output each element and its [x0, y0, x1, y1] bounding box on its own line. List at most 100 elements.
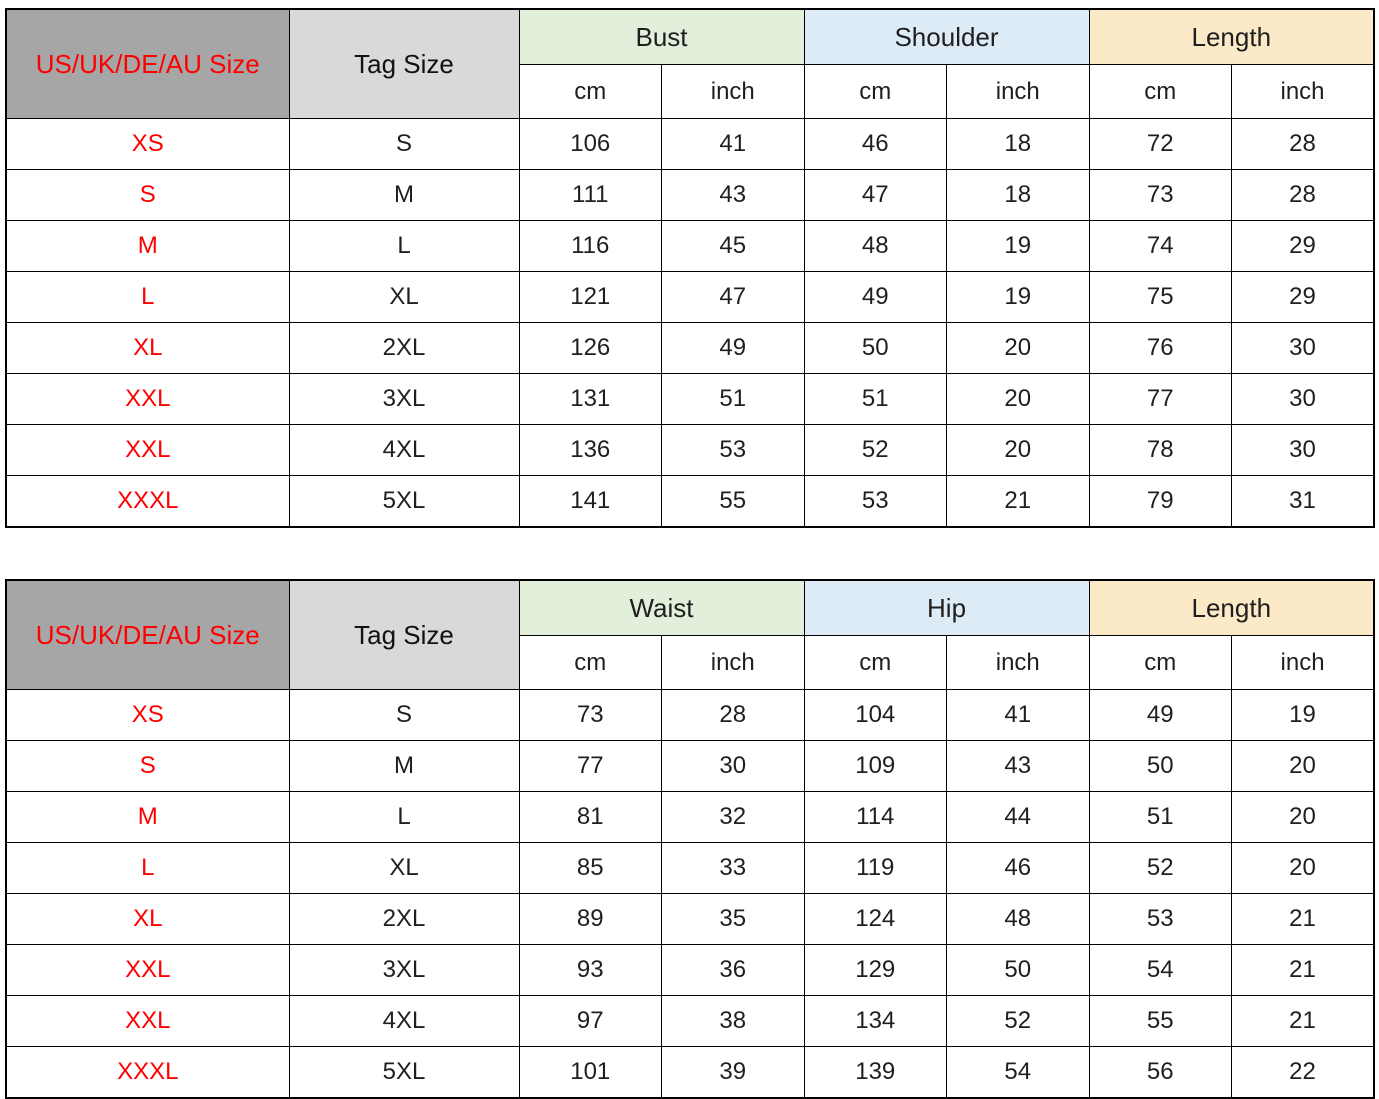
value-cell: 39: [661, 1046, 805, 1099]
size-cell: XXXL: [5, 1046, 290, 1099]
group-header-bust: Bust: [518, 8, 805, 65]
size-cell: XXL: [5, 373, 290, 425]
value-cell: 47: [661, 271, 805, 323]
value-cell: 20: [946, 424, 1090, 476]
value-cell: 136: [518, 424, 662, 476]
value-cell: 54: [1088, 944, 1233, 996]
value-cell: 76: [1088, 322, 1233, 374]
value-cell: 22: [1231, 1046, 1375, 1099]
tag-cell: 2XL: [288, 322, 520, 374]
value-cell: 18: [946, 118, 1090, 170]
table-row: XXL 4XL 97 38 134 52 55 21: [5, 995, 1375, 1047]
tag-cell: 3XL: [288, 373, 520, 425]
group-header-length: Length: [1088, 579, 1375, 636]
value-cell: 114: [803, 791, 948, 843]
size-cell: M: [5, 220, 290, 272]
value-cell: 20: [1231, 791, 1375, 843]
value-cell: 129: [803, 944, 948, 996]
size-cell: XS: [5, 689, 290, 741]
value-cell: 19: [1231, 689, 1375, 741]
value-cell: 51: [803, 373, 947, 425]
unit-header-inch: inch: [946, 64, 1090, 119]
value-cell: 79: [1088, 475, 1233, 528]
value-cell: 29: [1231, 271, 1375, 323]
value-cell: 72: [1088, 118, 1233, 170]
value-cell: 52: [946, 995, 1090, 1047]
value-cell: 30: [1231, 322, 1375, 374]
value-cell: 77: [518, 740, 662, 792]
value-cell: 20: [1231, 740, 1375, 792]
value-cell: 20: [1231, 842, 1375, 894]
tag-size-header: Tag Size: [288, 8, 520, 119]
value-cell: 93: [518, 944, 662, 996]
table-row: XXL 4XL 136 53 52 20 78 30: [5, 424, 1375, 476]
value-cell: 126: [518, 322, 662, 374]
unit-header-cm: cm: [1088, 635, 1233, 690]
size-cell: XXL: [5, 944, 290, 996]
size-cell: XXL: [5, 424, 290, 476]
tag-cell: 2XL: [288, 893, 520, 945]
table-row: M L 81 32 114 44 51 20: [5, 791, 1375, 843]
tag-cell: L: [288, 791, 520, 843]
unit-header-inch: inch: [1231, 635, 1375, 690]
unit-header-cm: cm: [803, 64, 947, 119]
tag-cell: 4XL: [288, 995, 520, 1047]
value-cell: 21: [1231, 893, 1375, 945]
value-cell: 30: [661, 740, 805, 792]
value-cell: 19: [946, 220, 1090, 272]
table-row: XS S 106 41 46 18 72 28: [5, 118, 1375, 170]
tag-cell: 3XL: [288, 944, 520, 996]
table-row: XXXL 5XL 101 39 139 54 56 22: [5, 1046, 1375, 1099]
value-cell: 28: [1231, 169, 1375, 221]
value-cell: 18: [946, 169, 1090, 221]
value-cell: 45: [661, 220, 805, 272]
unit-header-inch: inch: [946, 635, 1090, 690]
table-row: M L 116 45 48 19 74 29: [5, 220, 1375, 272]
value-cell: 139: [803, 1046, 948, 1099]
value-cell: 52: [803, 424, 947, 476]
table-row: L XL 85 33 119 46 52 20: [5, 842, 1375, 894]
value-cell: 41: [946, 689, 1090, 741]
bottoms-size-chart-table: US/UK/DE/AU Size Tag Size Waist Hip Leng…: [5, 579, 1376, 1099]
value-cell: 51: [1088, 791, 1233, 843]
table-row: S M 77 30 109 43 50 20: [5, 740, 1375, 792]
header-unit-row: cm inch cm inch cm inch: [6, 64, 1375, 119]
value-cell: 56: [1088, 1046, 1233, 1099]
value-cell: 35: [661, 893, 805, 945]
tag-cell: XL: [288, 842, 520, 894]
value-cell: 20: [946, 373, 1090, 425]
table-row: XXL 3XL 131 51 51 20 77 30: [5, 373, 1375, 425]
table-row: XS S 73 28 104 41 49 19: [5, 689, 1375, 741]
size-cell: XL: [5, 322, 290, 374]
tag-size-header: Tag Size: [288, 579, 520, 690]
group-header-hip: Hip: [803, 579, 1090, 636]
value-cell: 21: [946, 475, 1090, 528]
value-cell: 49: [803, 271, 947, 323]
header-unit-row: cm inch cm inch cm inch: [6, 635, 1375, 690]
value-cell: 53: [661, 424, 805, 476]
tag-cell: 5XL: [288, 1046, 520, 1099]
value-cell: 36: [661, 944, 805, 996]
tag-cell: M: [288, 740, 520, 792]
value-cell: 50: [1088, 740, 1233, 792]
value-cell: 78: [1088, 424, 1233, 476]
value-cell: 32: [661, 791, 805, 843]
value-cell: 52: [1088, 842, 1233, 894]
header-group-row: US/UK/DE/AU Size Tag Size Bust Shoulder …: [5, 8, 1375, 119]
size-cell: L: [5, 271, 290, 323]
size-cell: XXL: [5, 995, 290, 1047]
value-cell: 111: [518, 169, 662, 221]
table-row: XL 2XL 126 49 50 20 76 30: [5, 322, 1375, 374]
value-cell: 81: [518, 791, 662, 843]
tag-cell: S: [288, 118, 520, 170]
group-header-waist: Waist: [518, 579, 805, 636]
tag-cell: 4XL: [288, 424, 520, 476]
value-cell: 29: [1231, 220, 1375, 272]
value-cell: 119: [803, 842, 948, 894]
value-cell: 38: [661, 995, 805, 1047]
size-cell: S: [5, 169, 290, 221]
value-cell: 46: [803, 118, 947, 170]
value-cell: 30: [1231, 424, 1375, 476]
size-cell: XS: [5, 118, 290, 170]
size-cell: XXXL: [5, 475, 290, 528]
